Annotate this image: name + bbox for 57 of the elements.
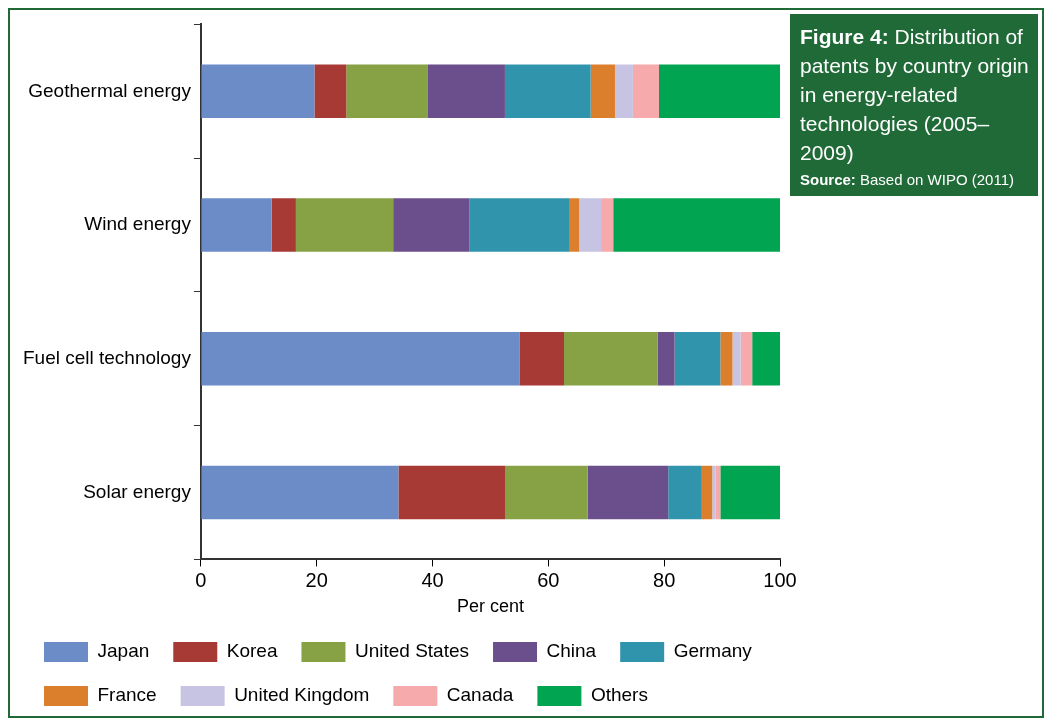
y-tick-label: Fuel cell technology [22, 347, 192, 369]
bar [564, 332, 658, 386]
bar [295, 198, 394, 252]
bar [469, 198, 570, 252]
legend-label: Others [590, 684, 648, 706]
legend-label: Canada [446, 684, 514, 706]
bar [346, 64, 428, 119]
bar [674, 332, 721, 386]
bar [590, 64, 615, 119]
x-tick-label: 100 [763, 568, 797, 591]
y-tick-label: Geothermal energy [28, 79, 192, 101]
bar [720, 332, 733, 386]
x-tick-label: 0 [195, 568, 207, 591]
bar [614, 64, 633, 119]
bar [569, 198, 580, 252]
x-tick-label: 20 [305, 568, 328, 591]
bar [398, 465, 506, 520]
bar [427, 64, 505, 119]
bar [314, 64, 347, 119]
source-note: Source: Based on WIPO (2011) [800, 171, 1014, 188]
bar [601, 198, 614, 252]
text: Figure 4: Distribution of patents by country origin in energy-related technologies (2005–2009) [800, 25, 1029, 164]
bar [519, 332, 565, 386]
bar [201, 465, 399, 520]
y-tick-label: Solar energy [83, 480, 192, 502]
bar [752, 332, 780, 386]
legend-label: China [546, 640, 597, 662]
bar [658, 64, 780, 119]
bar [701, 465, 713, 520]
legend-label: Germany [673, 640, 753, 662]
legend-label: United Kingdom [234, 684, 370, 706]
bar [632, 64, 659, 119]
bar [712, 465, 716, 520]
bar [579, 198, 602, 252]
bar [668, 465, 702, 520]
legend-label: United States [354, 640, 470, 662]
legend-label: France [97, 684, 157, 706]
bar [740, 332, 753, 386]
legend-label: Japan [97, 640, 150, 662]
bar [732, 332, 741, 386]
x-tick-label: 60 [537, 568, 560, 591]
bar [504, 64, 591, 119]
bar [657, 332, 675, 386]
x-tick-label: 40 [421, 568, 444, 591]
bar [201, 332, 520, 386]
bar [587, 465, 669, 520]
legend-label: Korea [226, 640, 278, 662]
bar [613, 198, 780, 252]
bar [505, 465, 588, 520]
x-axis-title: Per cent [456, 596, 524, 617]
bar [720, 465, 780, 520]
bar [393, 198, 470, 252]
bar [201, 64, 315, 119]
y-tick-label: Wind energy [84, 213, 192, 235]
x-tick-label: 80 [653, 568, 676, 591]
bar [201, 198, 272, 252]
bar [271, 198, 296, 252]
